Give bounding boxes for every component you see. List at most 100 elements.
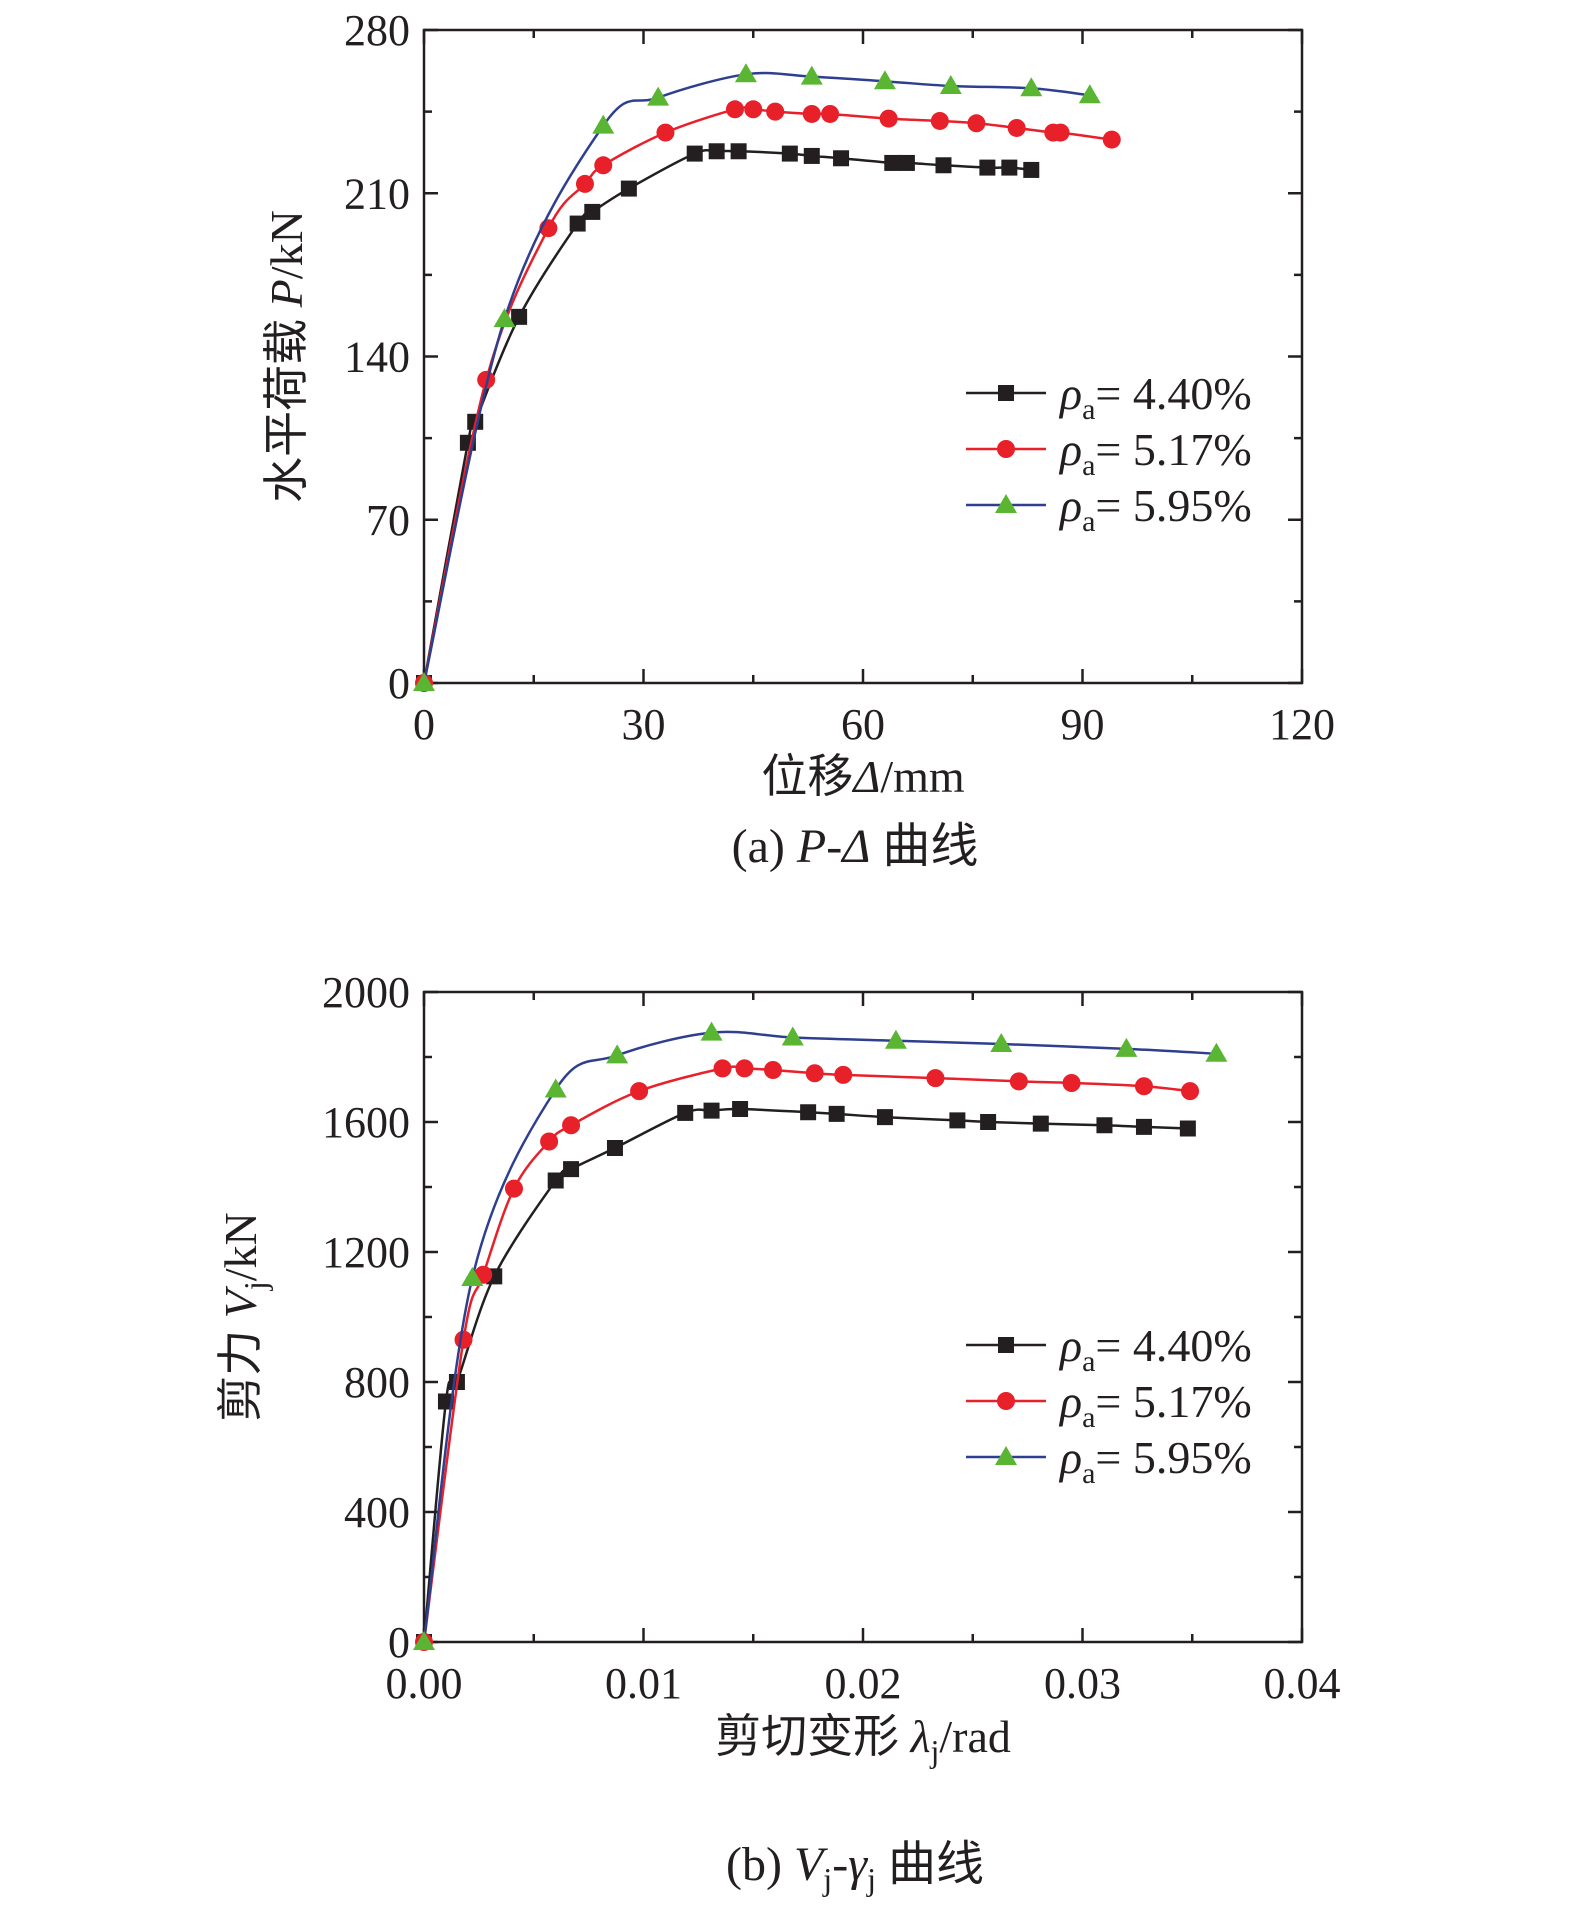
- series-2-point: [834, 1065, 853, 1084]
- series-3-point: [1205, 1042, 1228, 1062]
- legend-label-2: ρa= 5.17%: [1058, 424, 1252, 482]
- x-tick-label: 0.04: [1264, 1659, 1341, 1708]
- series-1-point: [1135, 1118, 1152, 1135]
- series-1-point: [828, 1105, 845, 1122]
- series-1-point: [511, 308, 528, 325]
- series-2-point: [540, 1132, 559, 1151]
- series-2-point: [594, 156, 613, 175]
- series-3-point: [544, 1078, 567, 1098]
- series-1-point: [884, 154, 901, 171]
- series-2-point: [735, 1059, 754, 1078]
- x-axis-label-a: 位移Δ/mm: [761, 751, 965, 802]
- legend-marker-1: [998, 1337, 1014, 1353]
- series-1-point: [686, 145, 703, 162]
- series-group-b: [413, 1021, 1228, 1651]
- series-1-point: [547, 1172, 564, 1189]
- series-2-point: [802, 104, 821, 123]
- series-3-point: [1115, 1037, 1138, 1057]
- series-1-point: [703, 1102, 720, 1119]
- legend-label-2: ρa= 5.17%: [1058, 1376, 1252, 1434]
- series-3-point: [873, 70, 896, 90]
- series-2-point: [1051, 123, 1070, 142]
- series-2-point: [1134, 1077, 1153, 1096]
- series-1-point: [677, 1104, 694, 1121]
- series-2-point: [562, 1116, 581, 1135]
- series-3-point: [413, 1631, 435, 1650]
- y-axis-label-a: 水平荷载 P/kN: [261, 210, 312, 503]
- x-tick-label: 0.02: [825, 1659, 902, 1708]
- series-1-point: [584, 203, 601, 220]
- series-2-point: [1102, 130, 1121, 149]
- x-tick-label: 120: [1269, 700, 1335, 749]
- series-1-point: [781, 145, 798, 162]
- panel-a: 0 30 60 90 120 0 70 140 210 280 ρa= 4.40%ρa= 5.17…: [261, 6, 1335, 873]
- y-tick-label: 140: [344, 333, 410, 382]
- series-2-point: [454, 1330, 473, 1349]
- y-tick-label: 210: [344, 169, 410, 218]
- series-2-point: [725, 100, 744, 119]
- series-2-point: [1062, 1074, 1081, 1092]
- series-3-point: [1020, 77, 1043, 97]
- caption-b: (b) Vj-γj 曲线: [726, 1838, 984, 1897]
- series-3-point: [990, 1033, 1013, 1052]
- legend-label-3: ρa= 5.95%: [1058, 480, 1252, 538]
- y-tick-label: 1600: [322, 1098, 410, 1147]
- series-2-point: [766, 102, 785, 121]
- legend-label-1: ρa= 4.40%: [1058, 368, 1252, 426]
- legend-b: ρa= 4.40%ρa= 5.17%ρa= 5.95%: [966, 1320, 1252, 1490]
- series-1-point: [876, 1109, 893, 1126]
- y-axis-label-b: 剪力 Vj/kN: [215, 1212, 273, 1422]
- series-1-point: [1032, 1115, 1049, 1132]
- series-1-point: [563, 1161, 580, 1178]
- series-3-point: [700, 1021, 723, 1041]
- series-1-point: [979, 159, 996, 176]
- series-2-point: [477, 370, 496, 389]
- series-1-point: [1179, 1120, 1196, 1137]
- legend-label-3: ρa= 5.95%: [1058, 1432, 1252, 1490]
- series-1-point: [980, 1114, 997, 1130]
- y-tick-label: 2000: [322, 968, 410, 1017]
- series-line-1: [422, 148, 1032, 684]
- series-3-point: [884, 1029, 907, 1049]
- y-tick-label: 800: [344, 1358, 410, 1407]
- y-tick-label: 0: [388, 659, 410, 708]
- series-1-point: [732, 1101, 749, 1117]
- x-axis-label-b: 剪切变形 λj/rad: [715, 1711, 1011, 1769]
- series-3-point: [493, 308, 516, 328]
- series-group-a: [413, 63, 1121, 692]
- series-2-point: [575, 174, 594, 193]
- y-tick-label: 70: [366, 496, 410, 545]
- series-1-point: [708, 143, 725, 160]
- series-1-point: [949, 1112, 966, 1129]
- series-2-point: [1009, 1072, 1028, 1091]
- panel-b: 0.00 0.01 0.02 0.03 0.040400800120016002000 …: [215, 968, 1341, 1897]
- series-3-point: [939, 74, 962, 94]
- series-3-point: [413, 672, 435, 691]
- x-tick-label: 0: [413, 700, 435, 749]
- series-2-point: [926, 1069, 945, 1088]
- series-3-point: [781, 1026, 804, 1046]
- y-tick-label: 1200: [322, 1228, 410, 1277]
- series-1-point: [803, 147, 820, 164]
- series-1-point: [1096, 1117, 1113, 1134]
- series-1-point: [935, 157, 952, 174]
- series-1-point: [800, 1104, 817, 1121]
- series-3-point: [800, 65, 823, 85]
- series-1-point: [898, 154, 915, 171]
- series-3-point: [734, 63, 757, 83]
- series-1-point: [606, 1140, 623, 1156]
- series-2-point: [656, 123, 675, 142]
- series-2-point: [764, 1061, 783, 1079]
- series-2-point: [930, 111, 949, 130]
- series-3-point: [1078, 84, 1101, 104]
- series-1-point: [1001, 159, 1018, 176]
- series-2-point: [630, 1082, 649, 1101]
- series-3-point: [647, 86, 670, 106]
- y-tick-label: 280: [344, 6, 410, 55]
- series-3-point: [606, 1044, 629, 1064]
- x-tick-label: 90: [1061, 700, 1105, 749]
- series-3-point: [592, 114, 615, 134]
- legend-marker-3: [995, 494, 1017, 513]
- y-tick-label: 400: [344, 1488, 410, 1537]
- legend-marker-2: [997, 440, 1015, 458]
